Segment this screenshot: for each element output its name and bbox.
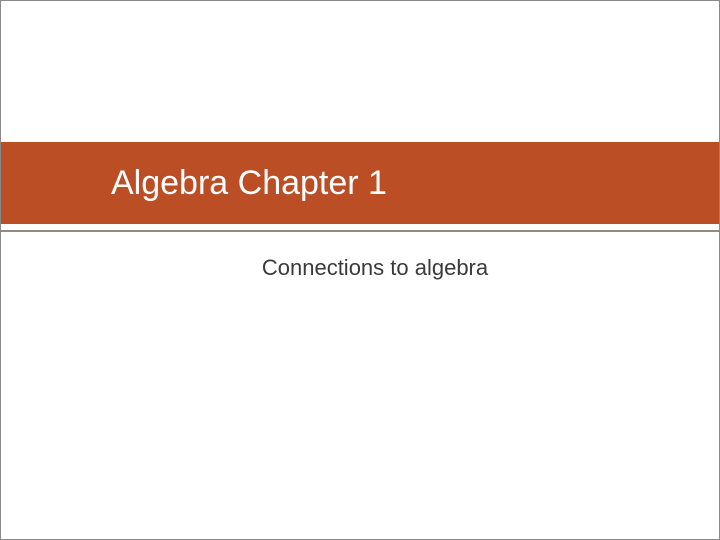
title-band: Algebra Chapter 1 (1, 142, 719, 224)
slide-title: Algebra Chapter 1 (111, 164, 387, 203)
slide-subtitle: Connections to algebra (1, 255, 719, 281)
divider-line (1, 230, 719, 232)
slide-container: Algebra Chapter 1 Connections to algebra (0, 0, 720, 540)
